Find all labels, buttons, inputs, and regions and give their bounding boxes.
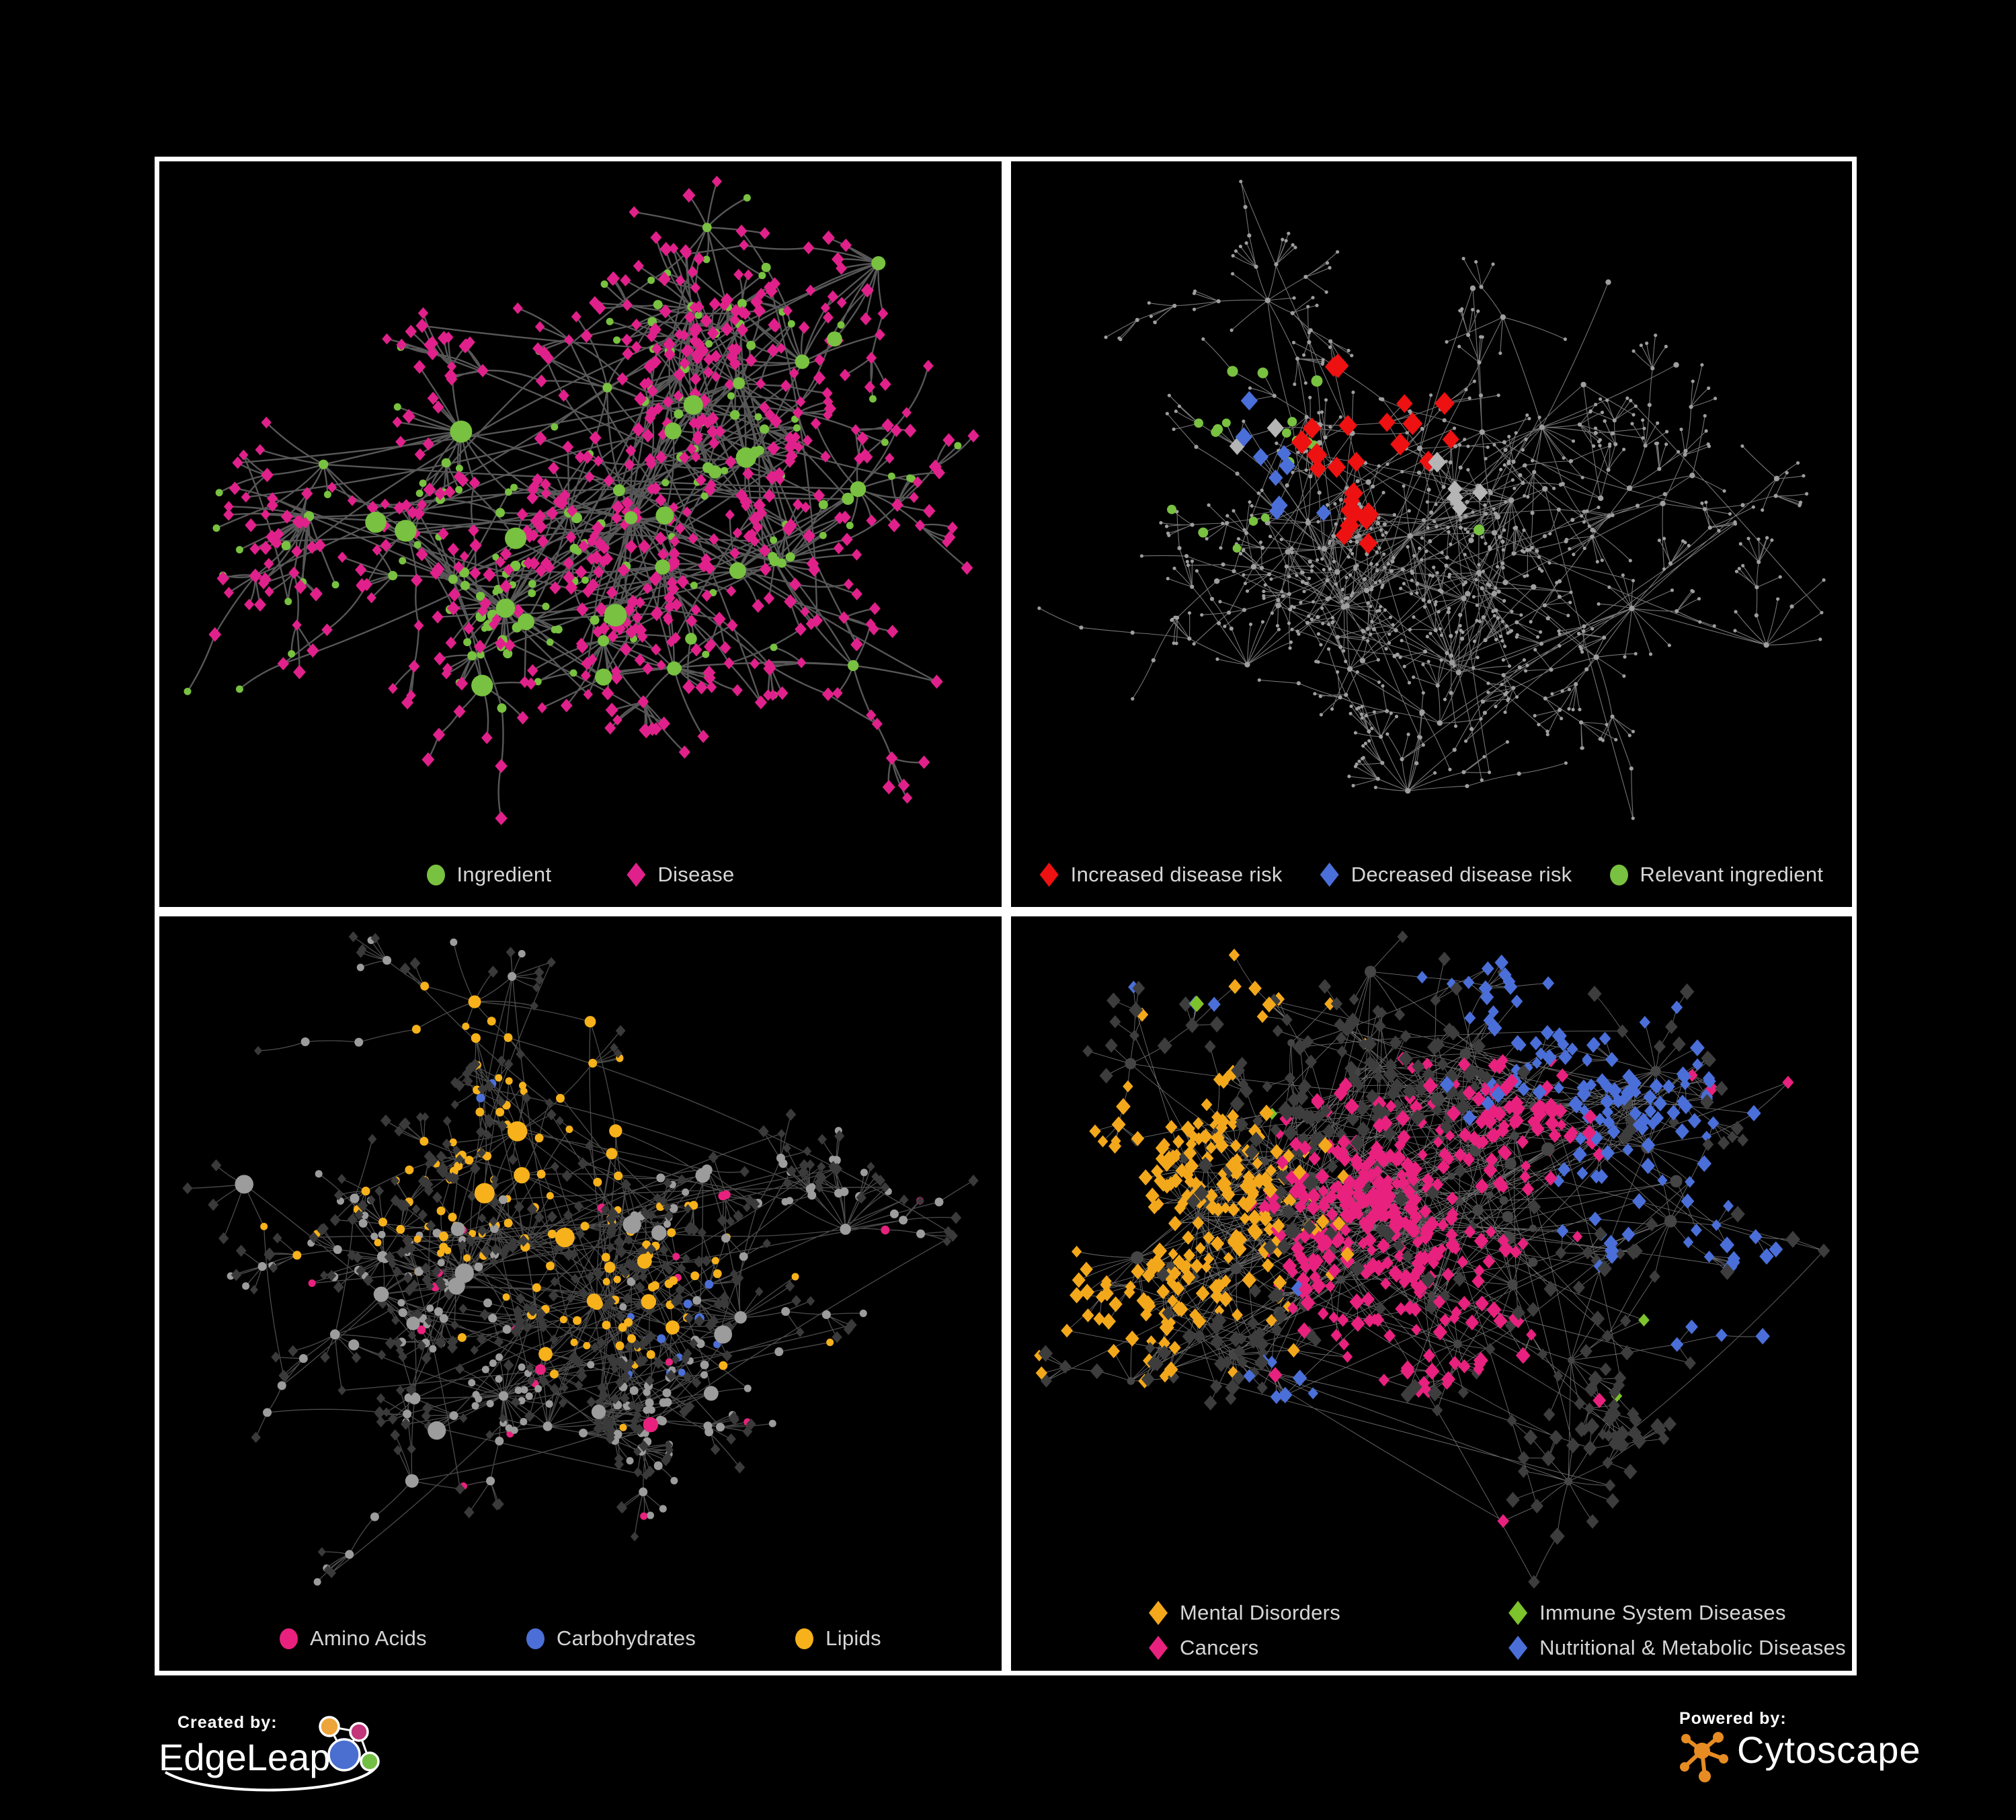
ingredient-marker-icon (426, 864, 445, 885)
legend-item-amino-acids: Amino Acids (280, 1626, 427, 1651)
legend-item-relevant-ingredient: Relevant ingredient (1609, 863, 1824, 887)
cytoscape-network-icon (1680, 1732, 1728, 1782)
legend-label: Lipids (825, 1626, 881, 1650)
network-graph-nutrient-classes (182, 931, 979, 1586)
legend-item-cancers: Cancers (1149, 1636, 1340, 1660)
legend-item-carbohydrates: Carbohydrates (526, 1626, 696, 1651)
legend-item-immune-system-diseases: Immune System Diseases (1508, 1601, 1846, 1625)
decreased-risk-marker-icon (1320, 863, 1339, 887)
legend-label: Decreased disease risk (1350, 863, 1572, 886)
network-graph-disease-risk (1037, 180, 1826, 820)
edgeleap-brand-text: EdgeLeap (159, 1736, 330, 1778)
legend-disease-categories: Mental Disorders Immune System Diseases … (1011, 1601, 1852, 1660)
panel-disease-risk: Increased disease risk Decreased disease… (1006, 157, 1857, 912)
legend-item-increased-risk: Increased disease risk (1039, 863, 1283, 887)
cancers-marker-icon (1149, 1636, 1168, 1660)
relevant-ingredient-marker-icon (1609, 864, 1628, 885)
immune-system-diseases-marker-icon (1508, 1601, 1528, 1625)
legend-label: Cancers (1180, 1636, 1259, 1659)
legend-label: Ingredient (456, 863, 552, 886)
panel-ingredient-disease: Ingredient Disease (155, 157, 1006, 912)
cytoscape-brand-text: Cytoscape (1737, 1729, 1921, 1771)
legend-item-lipids: Lipids (795, 1626, 881, 1651)
legend-nutrient-classes: Amino Acids Carbohydrates Lipids (159, 1626, 1002, 1651)
legend-label: Mental Disorders (1180, 1601, 1341, 1624)
legend-label: Carbohydrates (556, 1626, 696, 1650)
cytoscape-logo[interactable]: Powered by: Cytoscape (1671, 1705, 1940, 1792)
legend-item-decreased-risk: Decreased disease risk (1320, 863, 1572, 887)
disease-marker-icon (627, 863, 646, 887)
edgeleap-swoosh (165, 1767, 376, 1792)
edgeleap-network-icon (319, 1716, 380, 1772)
legend-item-nutritional-metabolic-diseases: Nutritional & Metabolic Diseases (1508, 1636, 1846, 1660)
legend-label: Amino Acids (310, 1626, 427, 1650)
legend-label: Relevant ingredient (1640, 863, 1824, 886)
legend-disease-risk: Increased disease risk Decreased disease… (1011, 863, 1852, 887)
panel-nutrient-classes: Amino Acids Carbohydrates Lipids (155, 912, 1006, 1675)
increased-risk-marker-icon (1039, 863, 1059, 887)
carbohydrates-marker-icon (526, 1628, 545, 1649)
legend-label: Increased disease risk (1070, 863, 1283, 886)
lipids-marker-icon (795, 1628, 814, 1649)
created-by-label: Created by: (177, 1713, 278, 1732)
powered-by-label: Powered by: (1679, 1709, 1787, 1728)
network-graph-disease-categories (1034, 930, 1830, 1589)
legend-label: Disease (657, 863, 735, 886)
legend-ingredient-disease: Ingredient Disease (159, 863, 1002, 887)
mental-disorders-marker-icon (1149, 1601, 1168, 1625)
amino-acids-marker-icon (280, 1628, 298, 1649)
edgeleap-logo[interactable]: Created by: EdgeLeap (152, 1705, 394, 1799)
legend-label: Nutritional & Metabolic Diseases (1539, 1636, 1846, 1659)
legend-label: Immune System Diseases (1539, 1601, 1786, 1624)
nutritional-metabolic-marker-icon (1508, 1636, 1528, 1660)
legend-item-ingredient: Ingredient (426, 863, 552, 887)
legend-item-mental-disorders: Mental Disorders (1149, 1601, 1340, 1625)
panel-disease-categories: Mental Disorders Immune System Diseases … (1006, 912, 1857, 1675)
legend-item-disease: Disease (627, 863, 734, 887)
network-graph-ingredient-disease (184, 175, 979, 826)
